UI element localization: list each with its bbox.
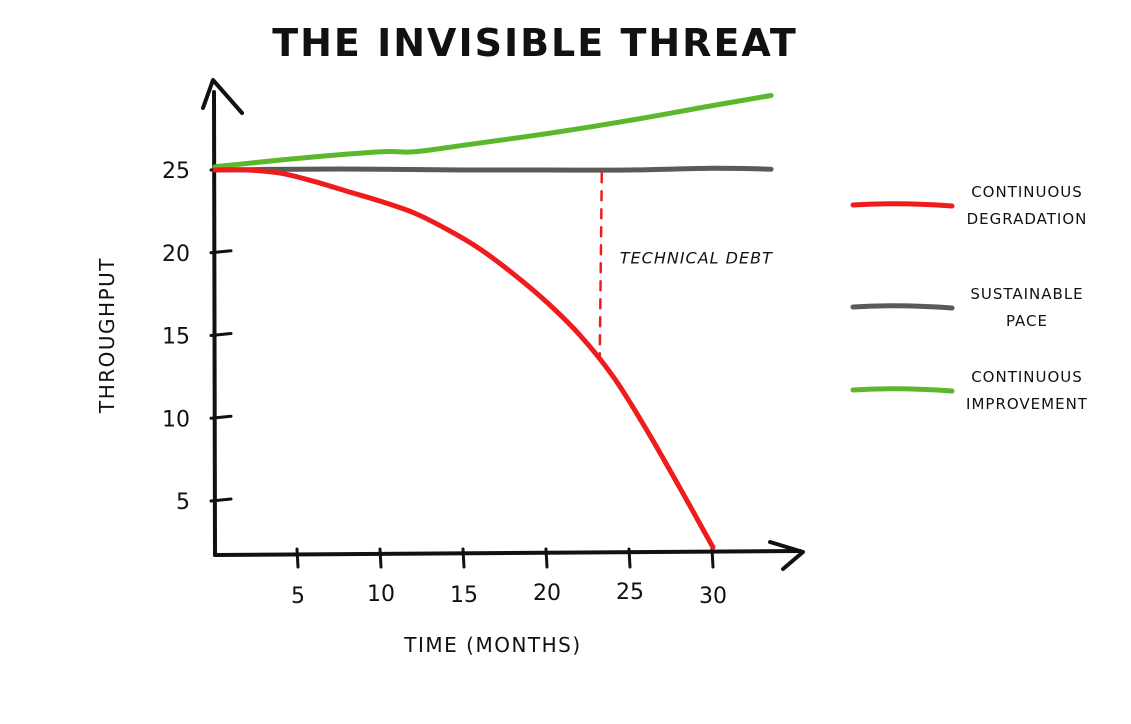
- x-tick-mark: [461, 547, 466, 569]
- legend-label-line: DEGRADATION: [967, 210, 1088, 228]
- legend-item-continuous-degradation: CONTINUOUS DEGRADATION: [850, 183, 1088, 228]
- legend-label-line: SUSTAINABLE: [970, 285, 1083, 303]
- technical-debt-marker: [598, 172, 604, 357]
- y-tick-mark: [209, 249, 233, 255]
- y-axis-line: [212, 90, 217, 557]
- y-tick-label: 5: [176, 490, 190, 515]
- legend-swatch: [850, 303, 955, 311]
- x-axis-arrowhead: [768, 540, 805, 571]
- x-tick-label: 15: [450, 583, 478, 608]
- x-axis-title: TIME (MONTHS): [403, 633, 581, 657]
- annotation-layer: TECHNICAL DEBT: [598, 172, 773, 357]
- y-tick-mark: [209, 332, 233, 337]
- y-tick-label: 20: [162, 242, 190, 267]
- legend-label-line: PACE: [1006, 312, 1048, 330]
- x-tick-label: 25: [616, 580, 644, 605]
- x-tick-label: 20: [533, 581, 561, 606]
- x-tick-label: 5: [291, 584, 305, 609]
- x-tick-mark: [544, 547, 549, 569]
- legend-item-sustainable-pace: SUSTAINABLE PACE: [850, 285, 1083, 330]
- legend-label: CONTINUOUS IMPROVEMENT: [966, 368, 1088, 413]
- y-tick-label: 15: [162, 325, 190, 350]
- legend-label-line: CONTINUOUS: [971, 183, 1083, 201]
- legend: CONTINUOUS DEGRADATION SUSTAINABLE PACE CONT…: [850, 183, 1088, 413]
- y-tick-label: 25: [162, 159, 190, 184]
- legend-item-continuous-improvement: CONTINUOUS IMPROVEMENT: [850, 368, 1088, 413]
- x-tick-mark: [378, 547, 383, 569]
- y-tick-mark: [209, 414, 233, 420]
- legend-swatch: [850, 386, 955, 394]
- y-axis-arrowhead: [201, 78, 244, 115]
- legend-label-line: CONTINUOUS: [971, 368, 1083, 386]
- y-tick-label: 10: [162, 407, 190, 432]
- series-line-continuous-improvement: [212, 93, 774, 170]
- series-line-sustainable-pace: [212, 165, 774, 173]
- x-tick-label: 10: [367, 582, 395, 607]
- axes: 5 10 15 20 25 30 5 10 15 20 25: [162, 78, 805, 609]
- y-axis-title: THROUGHPUT: [95, 257, 119, 414]
- legend-label-line: IMPROVEMENT: [966, 395, 1088, 413]
- x-axis-line: [213, 549, 802, 557]
- series-line-continuous-degradation: [212, 167, 716, 550]
- legend-label: CONTINUOUS DEGRADATION: [967, 183, 1088, 228]
- series-layer: [212, 93, 774, 550]
- x-tick-mark: [627, 547, 632, 569]
- technical-debt-label: TECHNICAL DEBT: [620, 248, 773, 267]
- legend-swatch: [850, 201, 955, 209]
- x-tick-mark: [295, 547, 300, 569]
- legend-label: SUSTAINABLE PACE: [970, 285, 1083, 330]
- chart-title: THE INVISIBLE THREAT: [272, 21, 798, 65]
- x-tick-label: 30: [699, 584, 727, 609]
- y-tick-mark: [209, 497, 233, 503]
- x-tick-mark: [710, 547, 715, 569]
